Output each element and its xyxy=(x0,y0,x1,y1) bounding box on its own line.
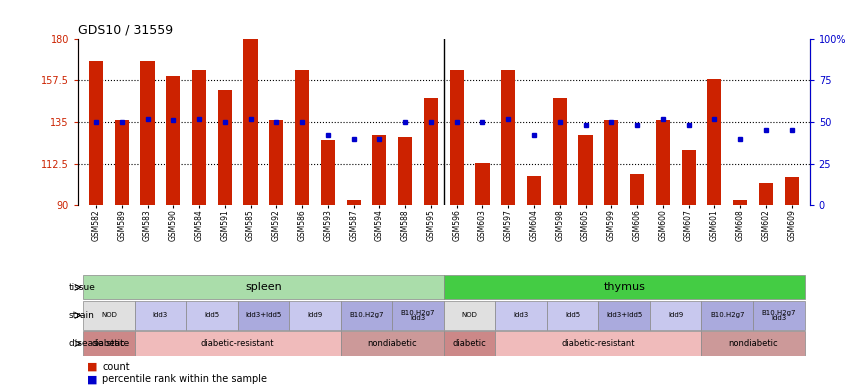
Text: ldd5: ldd5 xyxy=(204,312,219,319)
Bar xyxy=(444,301,495,330)
Text: ldd3+ldd5: ldd3+ldd5 xyxy=(606,312,643,319)
Bar xyxy=(134,331,340,356)
Bar xyxy=(444,275,805,300)
Bar xyxy=(398,137,412,205)
Text: NOD: NOD xyxy=(462,312,477,319)
Bar xyxy=(346,200,361,205)
Bar xyxy=(243,39,258,205)
Text: ■: ■ xyxy=(87,374,97,384)
Bar xyxy=(320,140,335,205)
Bar xyxy=(423,98,438,205)
Bar xyxy=(237,301,289,330)
Bar xyxy=(372,135,386,205)
Bar xyxy=(192,70,206,205)
Text: ldd3: ldd3 xyxy=(152,312,168,319)
Bar xyxy=(682,150,695,205)
Text: ldd3: ldd3 xyxy=(514,312,529,319)
Bar xyxy=(166,76,180,205)
Bar xyxy=(785,177,798,205)
Bar xyxy=(449,70,464,205)
Text: count: count xyxy=(102,362,130,372)
Text: B10.H2g7
ldd3: B10.H2g7 ldd3 xyxy=(401,310,436,321)
Text: thymus: thymus xyxy=(604,283,645,292)
Text: tissue: tissue xyxy=(69,283,96,292)
Text: diabetic-resistant: diabetic-resistant xyxy=(201,339,275,348)
Bar xyxy=(83,275,444,300)
Bar xyxy=(134,301,186,330)
Bar xyxy=(392,301,443,330)
Bar xyxy=(83,331,134,356)
Text: percentile rank within the sample: percentile rank within the sample xyxy=(102,374,268,384)
Bar xyxy=(340,331,443,356)
Text: B10.H2g7: B10.H2g7 xyxy=(710,312,745,319)
Text: strain: strain xyxy=(69,311,94,320)
Text: NOD: NOD xyxy=(101,312,117,319)
Bar xyxy=(578,135,592,205)
Bar xyxy=(604,120,618,205)
Text: disease state: disease state xyxy=(69,339,129,348)
Text: ldd9: ldd9 xyxy=(307,312,323,319)
Bar xyxy=(475,163,489,205)
Bar xyxy=(495,301,547,330)
Bar xyxy=(83,301,134,330)
Bar xyxy=(733,200,747,205)
Bar xyxy=(656,120,670,205)
Text: spleen: spleen xyxy=(245,283,281,292)
Text: nondiabetic: nondiabetic xyxy=(728,339,778,348)
Bar xyxy=(650,301,701,330)
Text: ■: ■ xyxy=(87,362,97,372)
Bar xyxy=(708,79,721,205)
Bar xyxy=(340,301,392,330)
Text: diabetic-resistant: diabetic-resistant xyxy=(562,339,635,348)
Bar xyxy=(495,331,701,356)
Text: ldd3+ldd5: ldd3+ldd5 xyxy=(245,312,281,319)
Bar xyxy=(295,70,309,205)
Bar xyxy=(527,176,541,205)
Text: diabetic: diabetic xyxy=(92,339,126,348)
Bar xyxy=(553,98,567,205)
Bar xyxy=(630,174,644,205)
Bar xyxy=(186,301,237,330)
Bar xyxy=(444,331,495,356)
Bar xyxy=(701,331,805,356)
Bar xyxy=(759,183,773,205)
Bar xyxy=(701,301,753,330)
Bar xyxy=(269,120,283,205)
Bar xyxy=(289,301,340,330)
Text: nondiabetic: nondiabetic xyxy=(367,339,417,348)
Text: diabetic: diabetic xyxy=(453,339,487,348)
Bar xyxy=(501,70,515,205)
Bar xyxy=(753,301,805,330)
Bar xyxy=(89,61,103,205)
Text: B10.H2g7
ldd3: B10.H2g7 ldd3 xyxy=(761,310,796,321)
Bar xyxy=(217,91,232,205)
Text: GDS10 / 31559: GDS10 / 31559 xyxy=(78,23,173,36)
Text: ldd5: ldd5 xyxy=(565,312,580,319)
Bar xyxy=(598,301,650,330)
Bar xyxy=(114,120,129,205)
Text: ldd9: ldd9 xyxy=(668,312,683,319)
Bar xyxy=(140,61,155,205)
Bar xyxy=(547,301,598,330)
Text: B10.H2g7: B10.H2g7 xyxy=(349,312,384,319)
